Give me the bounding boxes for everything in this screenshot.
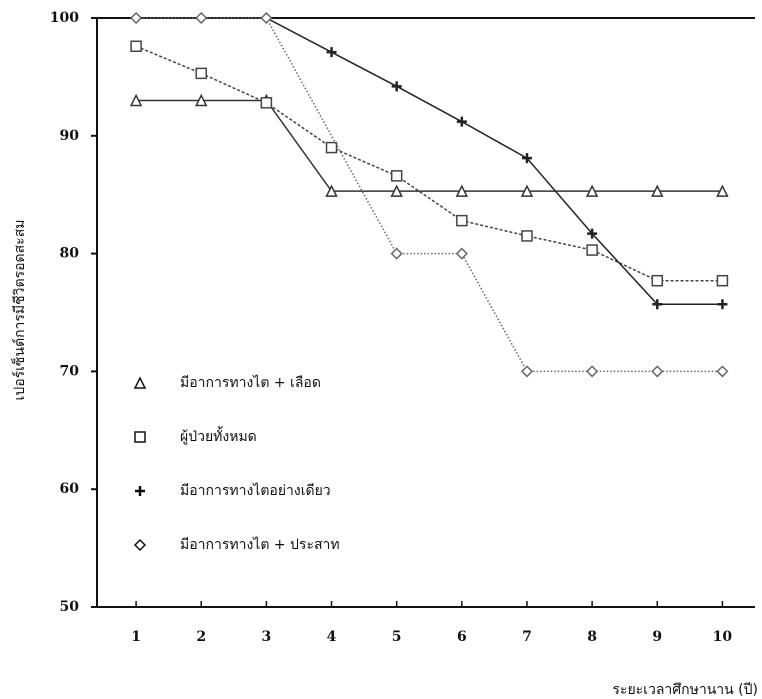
marker [130,40,142,53]
marker [260,11,273,25]
marker [456,116,467,127]
x-tick-label: 8 [587,629,597,645]
marker [717,299,728,310]
marker [651,184,664,197]
marker [390,184,403,197]
marker [260,97,273,109]
marker [130,11,143,25]
legend-marker [134,431,146,443]
marker [391,81,402,92]
marker [195,67,207,80]
y-tick-label: 90 [60,128,80,144]
legend-label: ผู้ป่วยทั้งหมด [180,426,257,445]
marker [716,274,729,287]
series-line [136,17,723,306]
x-axis-title: ระยะเวลาศึกษานาน (ปี) [612,682,758,698]
marker [651,365,664,378]
marker [586,244,598,256]
x-tick-label: 2 [196,629,206,645]
marker [652,299,663,310]
marker [585,184,599,197]
marker [716,184,729,197]
x-tick-label: 5 [392,629,402,645]
series-line [135,45,723,282]
marker [520,184,534,197]
legend-marker [135,486,145,496]
x-tick-label: 1 [131,629,141,645]
marker [716,365,729,378]
legend-label: มีอาการทางไต + ประสาท [180,536,340,553]
marker [586,365,599,378]
marker [195,11,208,25]
marker [195,93,208,107]
marker [325,184,338,197]
legend-marker [133,376,147,389]
y-tick-label: 60 [60,481,80,497]
x-tick-label: 4 [327,629,337,645]
marker [326,47,337,58]
x-tick-label: 10 [713,629,733,645]
series-line [136,17,723,373]
y-axis-title: เปอร์เซ็นต์การมีชีวิตรอดสะสม [10,220,28,401]
legend-marker [133,538,147,552]
x-tick-label: 6 [457,629,467,645]
y-tick-label: 50 [60,599,80,615]
marker [325,141,338,154]
legend-label: มีอาการทางไต + เลือด [180,374,321,391]
legend-label: มีอาการทางไตอย่างเดียว [180,482,331,499]
x-tick-label: 7 [522,629,532,645]
marker [455,184,469,197]
marker [129,93,143,107]
marker [587,228,598,239]
marker [521,230,533,242]
y-tick-label: 70 [60,363,80,379]
marker [390,170,403,182]
x-tick-label: 9 [652,629,662,645]
marker [651,274,664,287]
x-tick-label: 3 [262,629,272,645]
marker [390,247,403,260]
series-line [136,99,723,192]
marker [456,214,468,227]
y-tick-label: 80 [60,246,80,262]
marker [521,153,532,164]
marker [520,365,534,378]
marker [455,247,468,260]
y-tick-label: 100 [50,10,79,26]
